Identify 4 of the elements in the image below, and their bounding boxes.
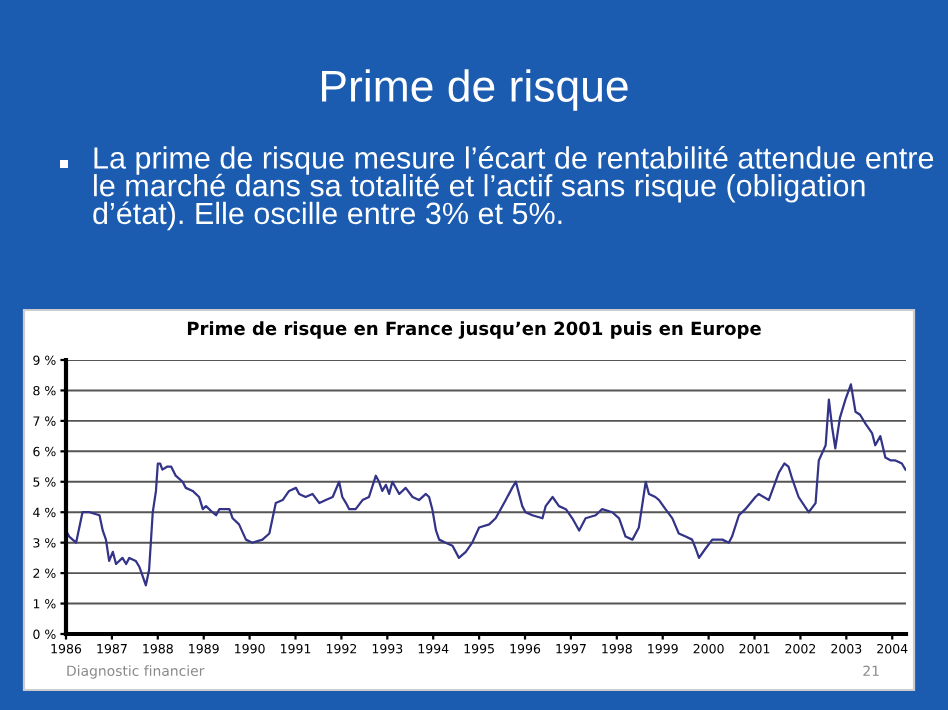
chart-subtitle: La prime de risque mesure l’écart de rentabilité attendue entre le marché dans sa totalité et l’actif sans risque (obligation d’état). Elle oscille entre 3% et 5%.: [93, 146, 934, 231]
line-series: [66, 383, 906, 587]
text: Prime de risque en France jusqu’en 2001 puis en Europe: [187, 321, 761, 339]
chart-title: Prime de risque: [322, 69, 628, 111]
